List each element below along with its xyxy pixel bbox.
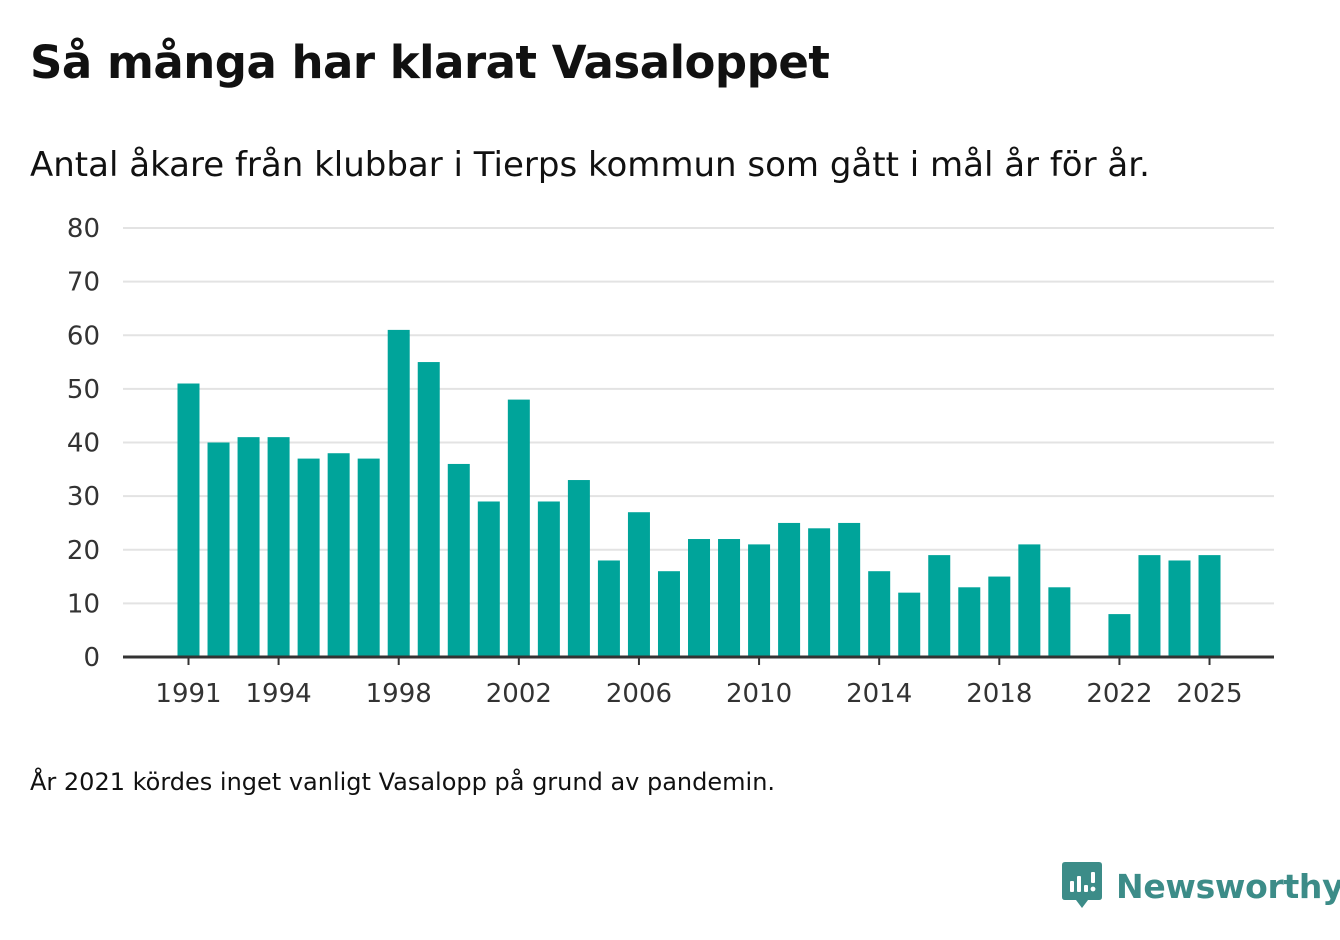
chart-footnote: År 2021 kördes inget vanligt Vasalopp på… bbox=[30, 768, 776, 796]
bar-1997 bbox=[357, 458, 380, 657]
bar-1995 bbox=[297, 458, 320, 657]
x-tick-label: 1998 bbox=[366, 679, 432, 709]
bar-2000 bbox=[447, 463, 470, 657]
bar-2020 bbox=[1048, 587, 1071, 657]
bar-2012 bbox=[808, 528, 831, 657]
newsworthy-logo-icon bbox=[1062, 862, 1102, 908]
x-tick-label: 2025 bbox=[1176, 679, 1242, 709]
y-tick-label: 70 bbox=[67, 268, 100, 298]
y-tick-label: 40 bbox=[67, 429, 100, 459]
y-tick-label: 10 bbox=[67, 589, 100, 619]
bar-2004 bbox=[567, 480, 590, 657]
x-tick-label: 2010 bbox=[726, 679, 792, 709]
chart-subtitle: Antal åkare från klubbar i Tierps kommun… bbox=[30, 145, 1150, 185]
x-tick-label: 1994 bbox=[246, 679, 312, 709]
bar-2005 bbox=[597, 560, 620, 657]
bar-2024 bbox=[1168, 560, 1191, 657]
chart-title: Så många har klarat Vasaloppet bbox=[30, 36, 830, 89]
bar-2007 bbox=[657, 571, 680, 657]
bar-1992 bbox=[207, 442, 230, 657]
axes: 0 10 20 30 40 50 60 70 80 1991 1994 1998 2002 2006 201… bbox=[67, 214, 1274, 709]
x-tick-label: 2002 bbox=[486, 679, 552, 709]
x-tick-label: 2018 bbox=[966, 679, 1032, 709]
bar-2003 bbox=[537, 501, 560, 657]
y-tick-label: 50 bbox=[67, 375, 100, 405]
y-tick-label: 80 bbox=[67, 214, 100, 244]
bar-2014 bbox=[868, 571, 891, 657]
bar-1999 bbox=[417, 362, 440, 657]
brand[interactable]: Newsworthy bbox=[1062, 862, 1340, 910]
bar-2002 bbox=[507, 399, 530, 657]
y-tick-label: 30 bbox=[67, 482, 100, 512]
x-tick-label: 2014 bbox=[846, 679, 912, 709]
bar-2017 bbox=[958, 587, 981, 657]
bar-2009 bbox=[718, 539, 741, 657]
bar-2008 bbox=[688, 539, 711, 657]
y-tick-label: 20 bbox=[67, 536, 100, 566]
bar-1991 bbox=[177, 383, 200, 657]
bars bbox=[177, 329, 1221, 657]
bar-1996 bbox=[327, 453, 350, 657]
bar-2022 bbox=[1108, 614, 1131, 657]
bar-2019 bbox=[1018, 544, 1041, 657]
bar-2010 bbox=[748, 544, 771, 657]
bar-2016 bbox=[928, 555, 951, 657]
bar-2025 bbox=[1198, 555, 1221, 657]
brand-name: Newsworthy bbox=[1116, 866, 1340, 906]
x-tick-label: 2006 bbox=[606, 679, 672, 709]
bar-2013 bbox=[838, 522, 861, 657]
bar-2015 bbox=[898, 592, 921, 657]
bar-2018 bbox=[988, 576, 1011, 657]
bar-chart: 0 10 20 30 40 50 60 70 80 1991 1994 1998 2002 2006 201… bbox=[67, 214, 1274, 709]
x-tick-label: 2022 bbox=[1086, 679, 1152, 709]
bar-1994 bbox=[267, 437, 290, 657]
y-tick-label: 0 bbox=[83, 643, 100, 673]
y-tick-label: 60 bbox=[67, 321, 100, 351]
bar-2011 bbox=[778, 522, 801, 657]
bar-1998 bbox=[387, 329, 410, 657]
bar-1993 bbox=[237, 437, 260, 657]
x-tick-label: 1991 bbox=[155, 679, 221, 709]
bar-2023 bbox=[1138, 555, 1161, 657]
bar-2001 bbox=[477, 501, 500, 657]
bar-2006 bbox=[627, 512, 650, 657]
